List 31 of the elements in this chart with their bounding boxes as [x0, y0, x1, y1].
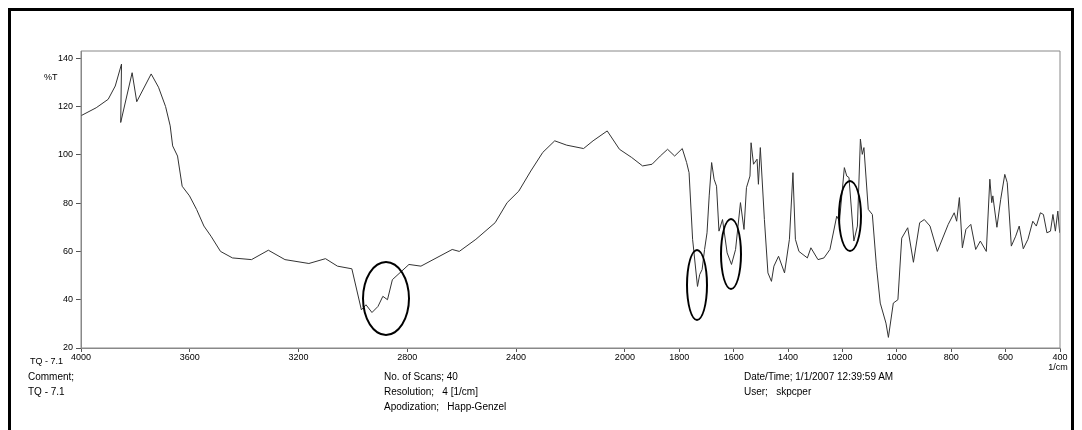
y-tick-label: 120 — [57, 101, 73, 112]
x-axis-title: 1/cm — [1048, 361, 1068, 372]
x-tick-label: 1000 — [886, 351, 907, 362]
x-tick-label: 1200 — [832, 351, 853, 362]
text: TQ - 7.1 — [30, 356, 64, 366]
x-tick-label: 2800 — [397, 351, 418, 362]
text: Resolution; 4 [1/cm] — [384, 386, 478, 397]
y-tick-label: 80 — [62, 197, 73, 208]
x-tick-label: 1400 — [778, 351, 799, 362]
x-tick-label: 2000 — [614, 351, 635, 362]
y-axis-title: %T — [44, 72, 58, 83]
x-tick-label: 400 — [1052, 351, 1068, 362]
text: Date/Time; 1/1/2007 12:39:59 AM — [744, 371, 894, 382]
text: User; skpcper — [744, 386, 812, 397]
x-tick-label: 1600 — [723, 351, 744, 362]
y-tick-label: 100 — [57, 149, 73, 160]
x-tick-label: 4000 — [70, 351, 92, 362]
x-tick-label: 1800 — [669, 351, 690, 362]
text: No. of Scans; 40 — [384, 371, 458, 382]
y-tick-label: 60 — [62, 245, 73, 256]
x-tick-label: 800 — [943, 351, 959, 362]
x-tick-label: 2400 — [506, 351, 527, 362]
text: Comment; — [28, 371, 75, 382]
y-tick-label: 40 — [62, 294, 73, 305]
x-tick-label: 3200 — [288, 351, 309, 362]
y-tick-label: 20 — [62, 342, 73, 353]
text: Apodization; Happ-Genzel — [384, 401, 507, 412]
text: TQ - 7.1 — [28, 386, 65, 397]
x-tick-label: 600 — [998, 351, 1014, 362]
x-tick-label: 3600 — [179, 351, 200, 362]
y-tick-label: 140 — [57, 52, 73, 63]
